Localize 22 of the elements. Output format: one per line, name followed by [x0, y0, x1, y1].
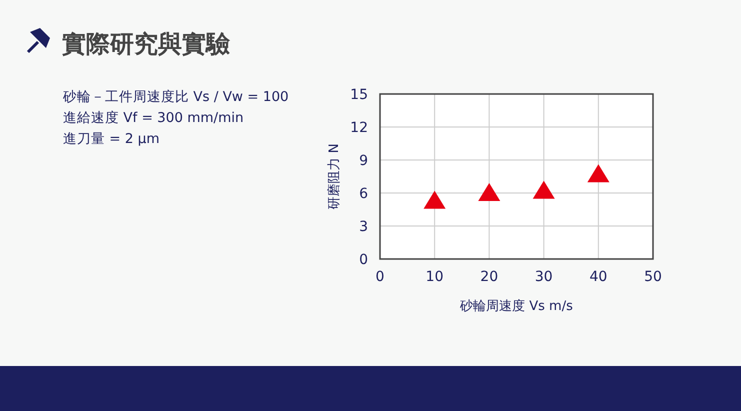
point	[478, 183, 500, 201]
x-tick-label: 50	[644, 269, 662, 285]
y-tick-label: 9	[359, 153, 368, 169]
y-tick-label: 6	[359, 186, 368, 202]
x-tick-label: 40	[589, 269, 608, 285]
y-tick-label: 3	[359, 219, 368, 235]
x-tick-label: 10	[426, 269, 444, 285]
text: 進給速度 Vf = 300 mm/min	[63, 110, 244, 126]
x-tick-label: 0	[376, 269, 384, 285]
text: 實際研究與實驗	[62, 30, 231, 58]
text: 砂輪－工件周速度比 Vs / Vw = 100	[62, 89, 289, 105]
x-tick-label: 20	[480, 269, 498, 285]
x-tick-label: 30	[534, 269, 553, 285]
point	[532, 180, 555, 199]
y-tick-label: 12	[350, 120, 368, 136]
point	[424, 190, 446, 209]
x-axis-title: 砂輪周速度 Vs m/s	[459, 298, 574, 314]
y-axis-title: 研磨阻力 N	[327, 144, 342, 210]
y-tick-label: 15	[350, 87, 368, 103]
text: 進刀量 = 2 μm	[63, 131, 160, 147]
y-tick-label: 0	[359, 252, 368, 268]
point	[587, 164, 610, 182]
